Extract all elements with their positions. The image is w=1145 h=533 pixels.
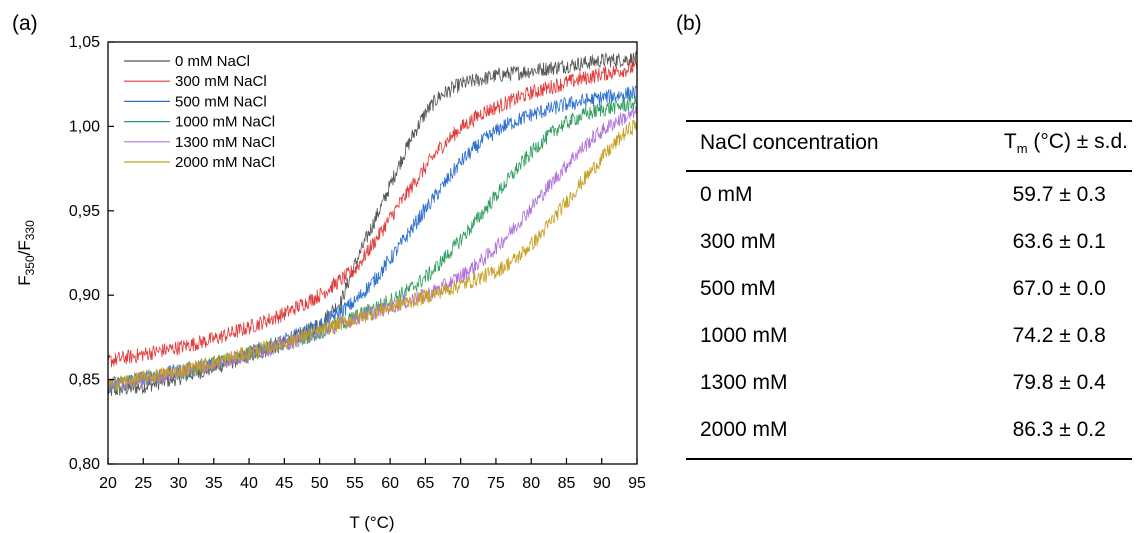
series-lines bbox=[108, 51, 637, 396]
y-tick-label: 0,80 bbox=[69, 456, 100, 473]
cell-concentration: 2000 mM bbox=[686, 407, 927, 461]
cell-tm: 67.0 ± 0.0 bbox=[1012, 277, 1106, 301]
table-row: 300 mM 63.6 ± 0.1 bbox=[686, 219, 1132, 266]
series-line-1 bbox=[108, 60, 637, 368]
x-axis-ticks: 20 25 30 35 40 45 50 55 60 65 70 75 80 85 90 95 bbox=[99, 458, 646, 492]
cell-tm: 59.7 ± 0.3 bbox=[1012, 183, 1106, 207]
cell-concentration: 0 mM bbox=[700, 183, 753, 207]
x-tick-label: 45 bbox=[275, 475, 293, 492]
cell-concentration: 500 mM bbox=[700, 277, 776, 301]
series-line-5 bbox=[108, 119, 637, 392]
cell-tm: 79.8 ± 0.4 bbox=[1012, 371, 1106, 395]
cell-concentration: 1000 mM bbox=[700, 324, 788, 348]
y-axis-ticks: 0,80 0,85 0,90 0,95 1,00 1,05 bbox=[69, 34, 114, 473]
table-row: 500 mM 67.0 ± 0.0 bbox=[686, 266, 1132, 313]
x-tick-label: 85 bbox=[558, 475, 576, 492]
y-tick-label: 0,95 bbox=[69, 203, 100, 220]
x-tick-label: 55 bbox=[346, 475, 364, 492]
table-header-row: NaCl concentration Tm (°C) ± s.d. bbox=[686, 119, 1132, 173]
melting-curve-chart: 20 25 30 35 40 45 50 55 60 65 70 75 80 85 90 95 0,800,8… bbox=[15, 34, 646, 532]
panel-b-label: (b) bbox=[676, 12, 702, 35]
header-concentration: NaCl concentration bbox=[686, 119, 927, 173]
y-tick-label: 1,00 bbox=[69, 118, 100, 135]
cell-tm: 74.2 ± 0.8 bbox=[1012, 324, 1106, 348]
x-tick-label: 75 bbox=[487, 475, 505, 492]
y-tick-label: 1,05 bbox=[69, 34, 100, 51]
legend-label: 300 mM NaCl bbox=[175, 73, 267, 90]
tm-table: NaCl concentration Tm (°C) ± s.d. 0 mM 59… bbox=[686, 119, 1132, 461]
table-row: 2000 mM 86.3 ± 0.2 bbox=[686, 407, 1132, 461]
x-tick-label: 35 bbox=[205, 475, 223, 492]
legend-label: 1300 mM NaCl bbox=[175, 134, 275, 151]
y-tick-label: 0,90 bbox=[69, 287, 100, 304]
tm-table-container: NaCl concentration Tm (°C) ± s.d. 0 mM 59… bbox=[686, 119, 1132, 461]
legend-label: 500 mM NaCl bbox=[175, 93, 267, 110]
series-line-4 bbox=[108, 106, 637, 394]
cell-concentration: 300 mM bbox=[700, 230, 776, 254]
cell-concentration: 1300 mM bbox=[700, 371, 788, 395]
x-tick-label: 95 bbox=[628, 475, 646, 492]
x-tick-label: 20 bbox=[99, 475, 117, 492]
header-tm: Tm (°C) ± s.d. bbox=[926, 119, 1132, 173]
table-row: 1000 mM 74.2 ± 0.8 bbox=[686, 313, 1132, 360]
table-row: 1300 mM 79.8 ± 0.4 bbox=[686, 360, 1132, 407]
x-tick-label: 40 bbox=[240, 475, 258, 492]
x-tick-label: 30 bbox=[170, 475, 188, 492]
x-tick-label: 50 bbox=[311, 475, 329, 492]
cell-tm: 86.3 ± 0.2 bbox=[926, 407, 1132, 461]
legend: 0 mM NaCl 300 mM NaCl 500 mM NaCl 1000 mM N… bbox=[124, 53, 275, 171]
panel-a-label: (a) bbox=[12, 12, 38, 35]
x-tick-label: 70 bbox=[452, 475, 470, 492]
x-tick-label: 65 bbox=[417, 475, 435, 492]
legend-label: 2000 mM NaCl bbox=[175, 154, 275, 171]
cell-tm: 63.6 ± 0.1 bbox=[1012, 230, 1106, 254]
x-axis-title: T (°C) bbox=[349, 513, 394, 532]
legend-label: 1000 mM NaCl bbox=[175, 114, 275, 131]
x-tick-label: 90 bbox=[593, 475, 611, 492]
legend-label: 0 mM NaCl bbox=[175, 53, 250, 70]
plot-frame bbox=[107, 41, 638, 465]
table-row: 0 mM 59.7 ± 0.3 bbox=[686, 171, 1132, 219]
x-tick-label: 60 bbox=[381, 475, 399, 492]
x-tick-label: 80 bbox=[522, 475, 540, 492]
y-tick-label: 0,85 bbox=[69, 372, 100, 389]
y-axis-title: F350/F330 bbox=[15, 220, 37, 286]
x-tick-label: 25 bbox=[134, 475, 152, 492]
